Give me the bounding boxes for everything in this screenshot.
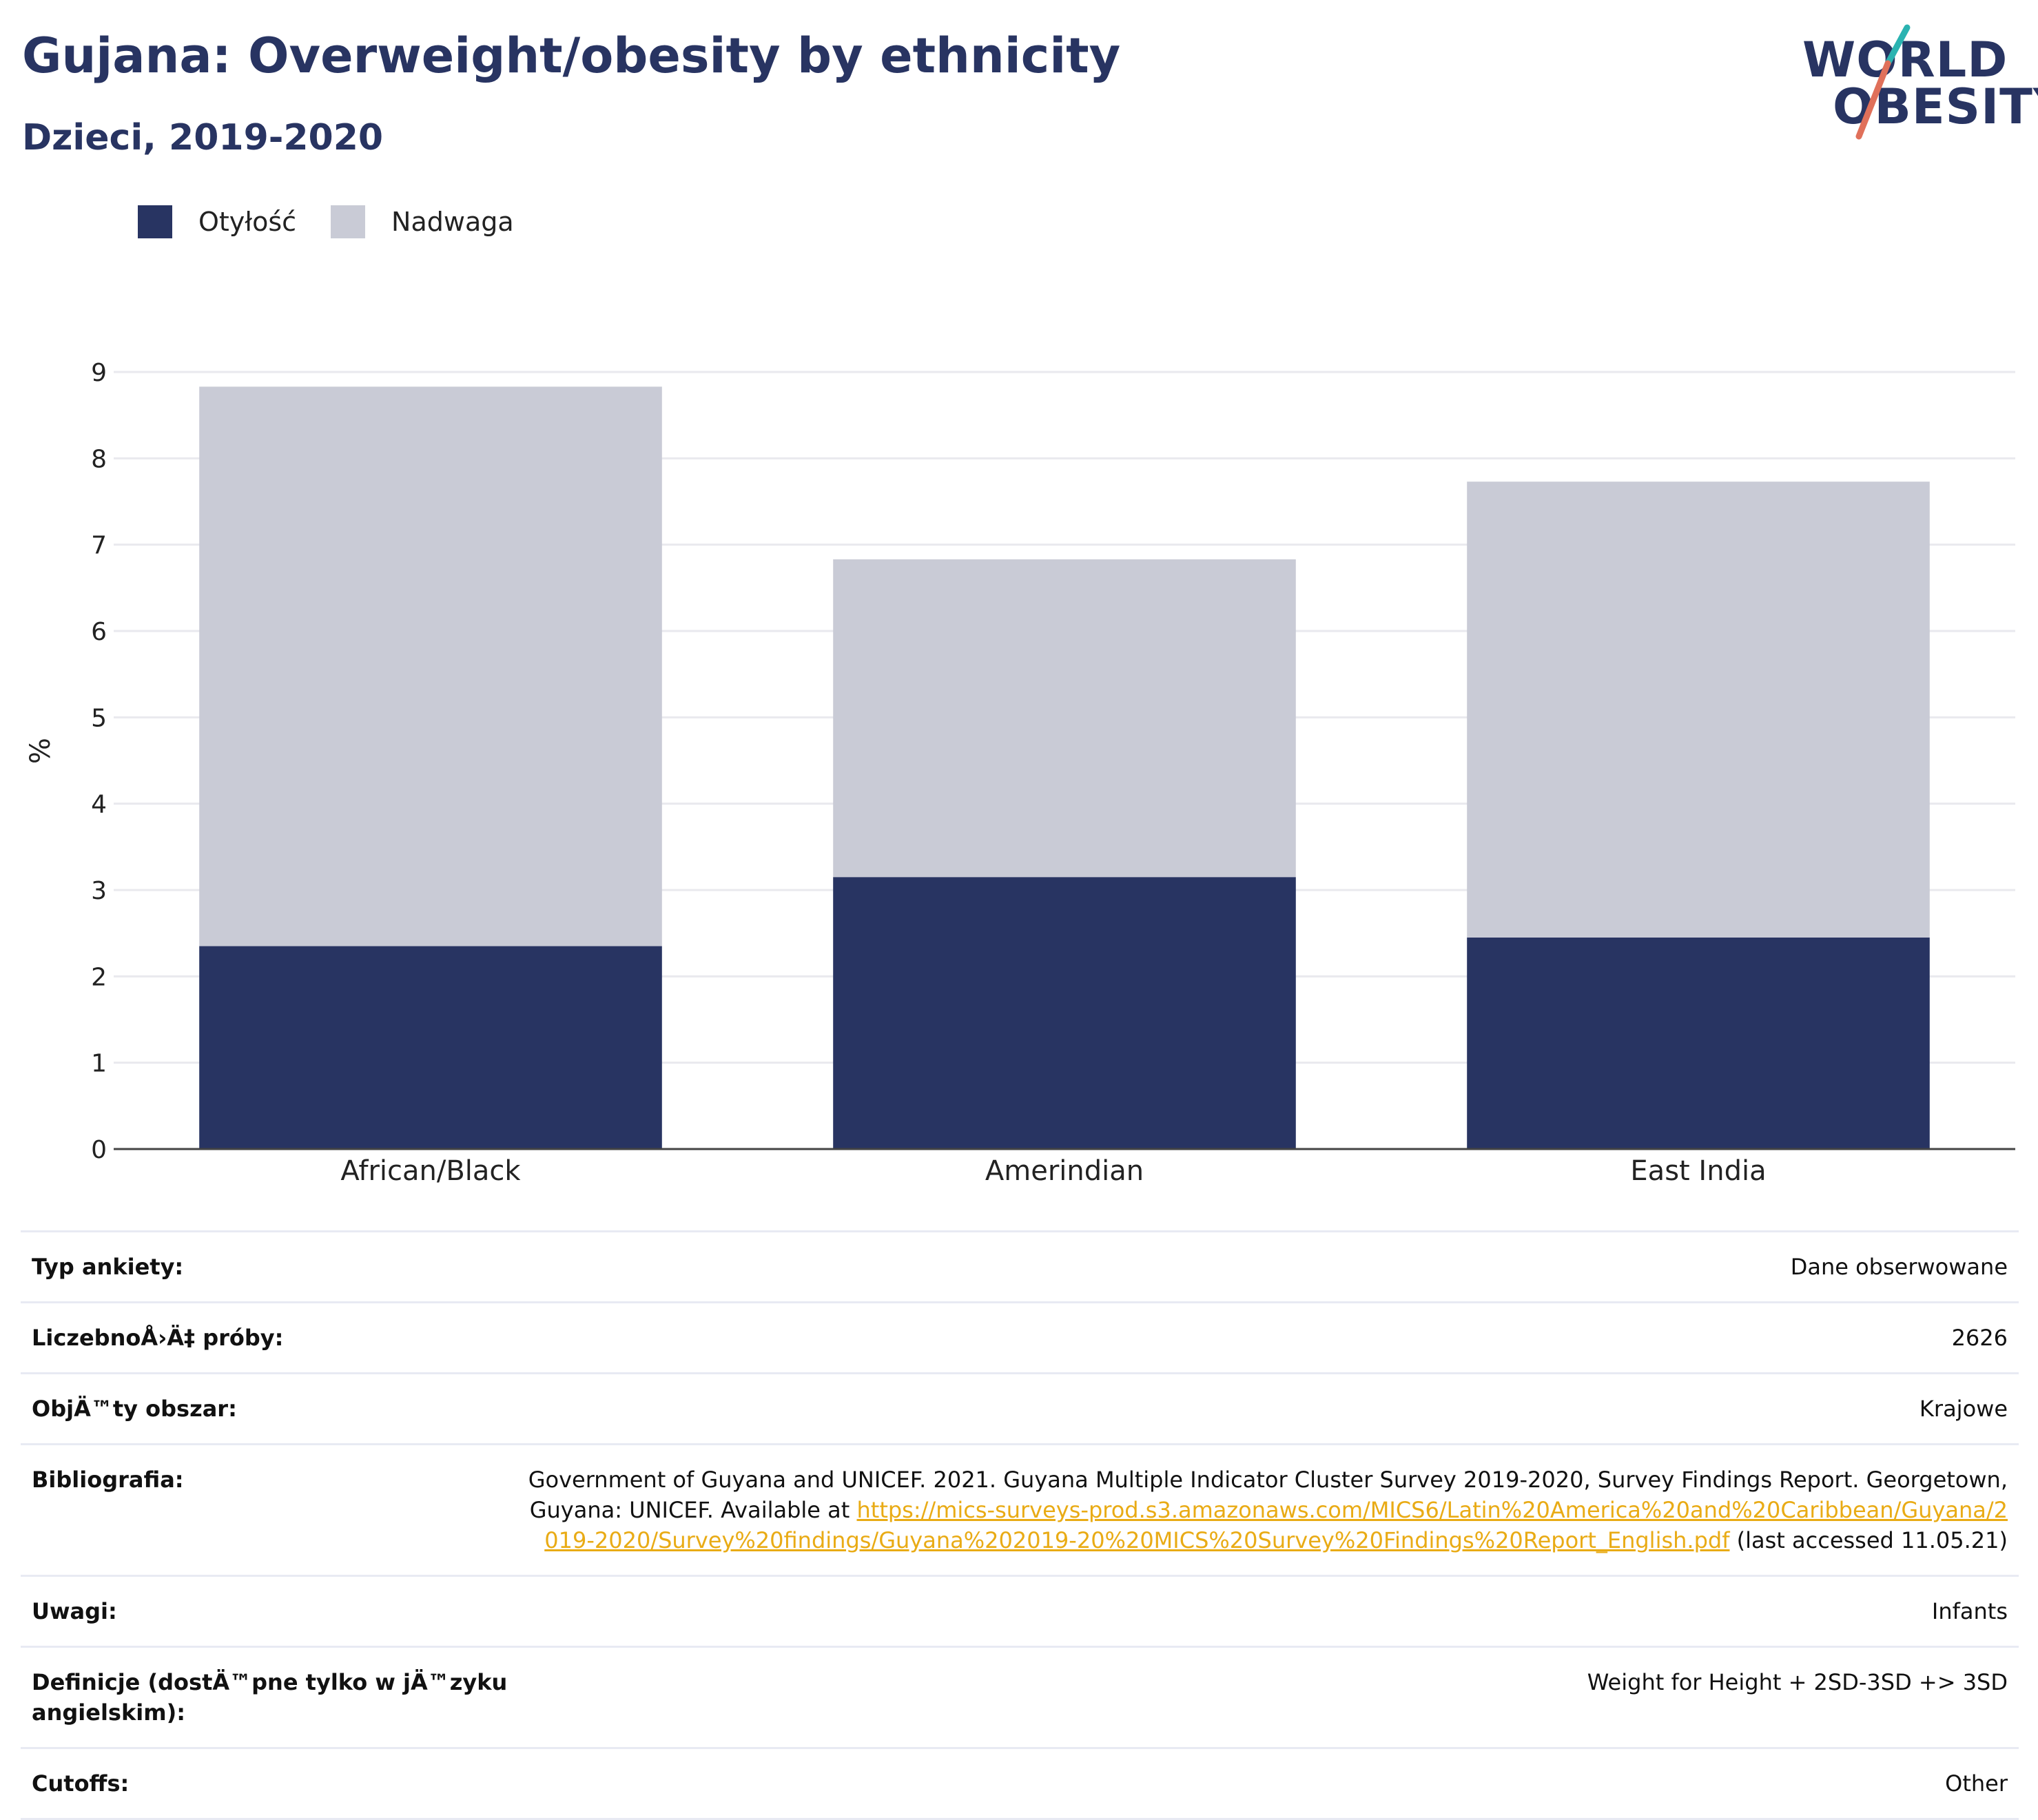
bar-nadwaga bbox=[1467, 482, 1930, 938]
bibliography-text: Government of Guyana and UNICEF. 2021. G… bbox=[528, 1467, 2008, 1523]
meta-label-cutoffs: Cutoffs: bbox=[32, 1770, 130, 1797]
legend-label-overweight: Nadwaga bbox=[391, 207, 514, 237]
meta-label-survey-type: Typ ankiety: bbox=[32, 1254, 184, 1280]
bars bbox=[199, 386, 1930, 1149]
meta-value-cutoffs: Other bbox=[1945, 1770, 2008, 1797]
meta-value-notes: Infants bbox=[1931, 1598, 2008, 1624]
meta-value-area: Krajowe bbox=[1919, 1396, 2008, 1422]
bar-nadwaga bbox=[833, 559, 1296, 878]
logo-slash-icon bbox=[1855, 24, 1911, 140]
legend-item-overweight[interactable]: Nadwaga bbox=[331, 205, 514, 238]
bar-otyłość bbox=[833, 877, 1296, 1149]
meta-row-sample-size: LiczebnoÅ›Ä‡ próby: 2626 bbox=[21, 1303, 2019, 1374]
chart-legend: Otyłość Nadwaga bbox=[138, 204, 548, 240]
bar-otyłość bbox=[199, 946, 662, 1149]
logo-line-1: WORLD bbox=[1802, 32, 2008, 88]
meta-row-area: ObjÄ™ty obszar: Krajowe bbox=[21, 1374, 2019, 1445]
meta-row-notes: Uwagi: Infants bbox=[21, 1577, 2019, 1648]
y-tick-label: 0 bbox=[91, 1136, 107, 1164]
y-tick-label: 9 bbox=[91, 359, 107, 387]
x-category-label: African/Black bbox=[340, 1155, 521, 1187]
bibliography-link[interactable]: https://mics-surveys-prod.s3.amazonaws.c… bbox=[544, 1497, 2008, 1553]
chart-subtitle: Dzieci, 2019-2020 bbox=[22, 117, 384, 158]
meta-row-definitions: Definicje (dostÄ™pne tylko w jÄ™zyku ang… bbox=[21, 1648, 2019, 1749]
meta-label-bibliography: Bibliografia: bbox=[32, 1467, 184, 1493]
meta-value-survey-type: Dane obserwowane bbox=[1790, 1254, 2008, 1280]
y-tick-label: 1 bbox=[91, 1050, 107, 1078]
chart-title: Gujana: Overweight/obesity by ethnicity bbox=[22, 28, 1121, 84]
meta-label-area: ObjÄ™ty obszar: bbox=[32, 1396, 237, 1422]
world-obesity-logo: WORLD OBESITY bbox=[1798, 21, 2038, 145]
meta-row-survey-type: Typ ankiety: Dane obserwowane bbox=[21, 1232, 2019, 1303]
y-tick-label: 8 bbox=[91, 445, 107, 473]
y-tick-label: 3 bbox=[91, 877, 107, 905]
bibliography-suffix: (last accessed 11.05.21) bbox=[1729, 1527, 2008, 1553]
y-axis-title: % bbox=[25, 738, 56, 764]
logo-line-2: OBESITY bbox=[1833, 79, 2038, 135]
y-tick-label: 2 bbox=[91, 963, 107, 991]
metadata-table: Typ ankiety: Dane obserwowane LiczebnoÅ›… bbox=[21, 1230, 2019, 1820]
legend-swatch-obesity bbox=[138, 205, 172, 238]
x-category-label: East India bbox=[1630, 1155, 1766, 1187]
y-tick-label: 4 bbox=[91, 791, 107, 819]
meta-row-bibliography: Bibliografia: Government of Guyana and U… bbox=[21, 1445, 2019, 1577]
legend-label-obesity: Otyłość bbox=[198, 207, 297, 237]
bar-nadwaga bbox=[199, 386, 662, 947]
x-category-label: Amerindian bbox=[985, 1155, 1144, 1187]
meta-row-cutoffs: Cutoffs: Other bbox=[21, 1749, 2019, 1820]
y-tick-label: 5 bbox=[91, 704, 107, 732]
meta-label-notes: Uwagi: bbox=[32, 1598, 117, 1624]
y-tick-label: 7 bbox=[91, 532, 107, 560]
meta-value-sample-size: 2626 bbox=[1951, 1325, 2008, 1351]
stacked-bar-chart: 0 1 2 3 4 5 6 7 8 9 African/Black Amerindian East In… bbox=[25, 359, 2015, 1187]
bar-otyłość bbox=[1467, 937, 1930, 1149]
meta-label-definitions: Definicje (dostÄ™pne tylko w jÄ™zyku ang… bbox=[32, 1669, 508, 1726]
meta-label-sample-size: LiczebnoÅ›Ä‡ próby: bbox=[32, 1325, 284, 1351]
meta-value-definitions: Weight for Height + 2SD-3SD +> 3SD bbox=[1587, 1669, 2008, 1695]
meta-value-bibliography: Government of Guyana and UNICEF. 2021. G… bbox=[526, 1465, 2008, 1555]
legend-swatch-overweight bbox=[331, 205, 366, 238]
axes: 0 1 2 3 4 5 6 7 8 9 African/Black Amerindian East In… bbox=[91, 359, 2015, 1187]
legend-item-obesity[interactable]: Otyłość bbox=[138, 205, 296, 238]
y-tick-label: 6 bbox=[91, 618, 107, 646]
